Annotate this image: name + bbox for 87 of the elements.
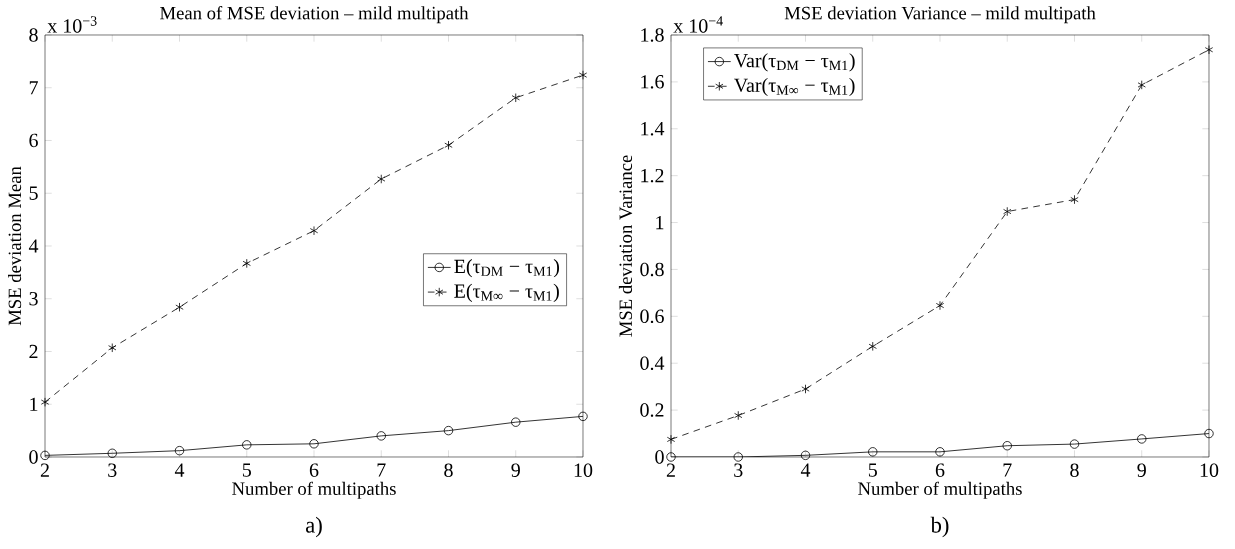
point: [801, 384, 810, 394]
text: a): [306, 516, 322, 538]
y-tick-label: 0.6: [640, 309, 664, 324]
x-tick-label: 5: [868, 463, 877, 477]
point: [1002, 441, 1012, 451]
y-axis-title: MSE deviation Mean: [8, 166, 22, 326]
point: [1003, 206, 1012, 217]
y-axis-title: MSE deviation Variance: [618, 155, 633, 337]
legend-label: E(τ$_{M∞}$ − τ$_{M1}$): [454, 283, 559, 302]
x-tick-label: 5: [242, 463, 251, 477]
x-tick-label: 7: [1003, 463, 1012, 477]
point: [1137, 434, 1147, 444]
y-tick-label: 4: [28, 239, 39, 253]
y-tick-label: 8: [29, 28, 38, 42]
y-tick-label: 1.6: [641, 75, 664, 89]
point: [174, 445, 185, 456]
chart-title: Mean of MSE deviation – mild multipath: [160, 6, 469, 24]
x-tick-label: 3: [108, 463, 117, 477]
x-tick-label: 9: [511, 463, 520, 477]
x-tick-label: 9: [1137, 463, 1146, 477]
legend-label: E(τ$_{DM}$ − τ$_{M1}$): [454, 259, 560, 278]
point: [578, 411, 588, 422]
y-tick-label: 6: [29, 133, 38, 148]
x-tick-label: 4: [174, 463, 185, 477]
point: [1069, 439, 1080, 449]
x-tick-label: 6: [309, 463, 319, 477]
point: [800, 450, 811, 461]
y-tick-label: 1: [30, 397, 38, 411]
point: [377, 174, 386, 184]
point: [40, 450, 50, 461]
x-axis-title: Number of multipaths: [858, 481, 1022, 499]
x-tick-label: 3: [734, 463, 743, 477]
x-tick-label: 8: [1070, 463, 1079, 477]
point: [175, 302, 184, 312]
x-tick-label: 2: [666, 463, 675, 477]
text: x 10$^{−3}$: [47, 16, 97, 33]
point: [1137, 80, 1146, 90]
point: [733, 452, 743, 462]
y-tick-label: 0: [29, 450, 38, 464]
y-tick-label: 0.8: [640, 262, 664, 277]
x-tick-label: 10: [574, 463, 593, 477]
text: x 10$^{−4}$: [673, 16, 723, 33]
point: [309, 439, 319, 449]
point: [1204, 45, 1214, 55]
point: [444, 140, 453, 150]
y-tick-label: 1: [656, 215, 664, 230]
point: [242, 440, 252, 450]
y-tick-label: 0.2: [640, 403, 664, 417]
y-tick-label: 1.2: [641, 168, 664, 183]
point: [1204, 428, 1214, 439]
point: [108, 343, 117, 353]
point: [1070, 194, 1079, 205]
x-tick-label: 4: [800, 463, 811, 477]
point: [242, 258, 251, 269]
point: [309, 226, 319, 236]
point: [40, 397, 50, 407]
x-tick-label: 10: [1200, 463, 1219, 477]
x-tick-label: 6: [935, 463, 945, 477]
y-tick-label: 0: [655, 450, 664, 464]
point: [935, 300, 945, 311]
legend-label: Var(τ$_{M∞}$ − τ$_{M1}$): [734, 77, 855, 97]
x-axis-title: Number of multipaths: [232, 481, 396, 499]
y-tick-label: 7: [29, 81, 38, 95]
point: [511, 417, 521, 427]
point: [666, 434, 676, 445]
x-tick-label: 8: [444, 463, 453, 477]
legend-label: Var(τ$_{DM}$ − τ$_{M1}$): [734, 53, 855, 72]
point: [511, 93, 520, 103]
y-tick-label: 1.8: [641, 28, 664, 42]
point: [734, 410, 743, 421]
point: [868, 341, 877, 351]
point: [443, 425, 454, 436]
point: [666, 452, 676, 462]
point: [376, 431, 386, 441]
y-tick-label: 2: [29, 344, 38, 359]
point: [935, 447, 945, 457]
point: [578, 70, 588, 80]
x-tick-label: 7: [377, 463, 386, 477]
y-tick-label: 1.4: [641, 122, 665, 136]
y-tick-label: 3: [29, 292, 38, 306]
point: [868, 447, 878, 457]
y-tick-label: 0.4: [640, 356, 665, 371]
point: [107, 448, 117, 458]
text: b): [930, 516, 949, 538]
x-tick-label: 2: [40, 463, 49, 477]
chart-title: MSE deviation Variance – mild multipath: [784, 6, 1096, 24]
y-tick-label: 5: [29, 186, 38, 200]
